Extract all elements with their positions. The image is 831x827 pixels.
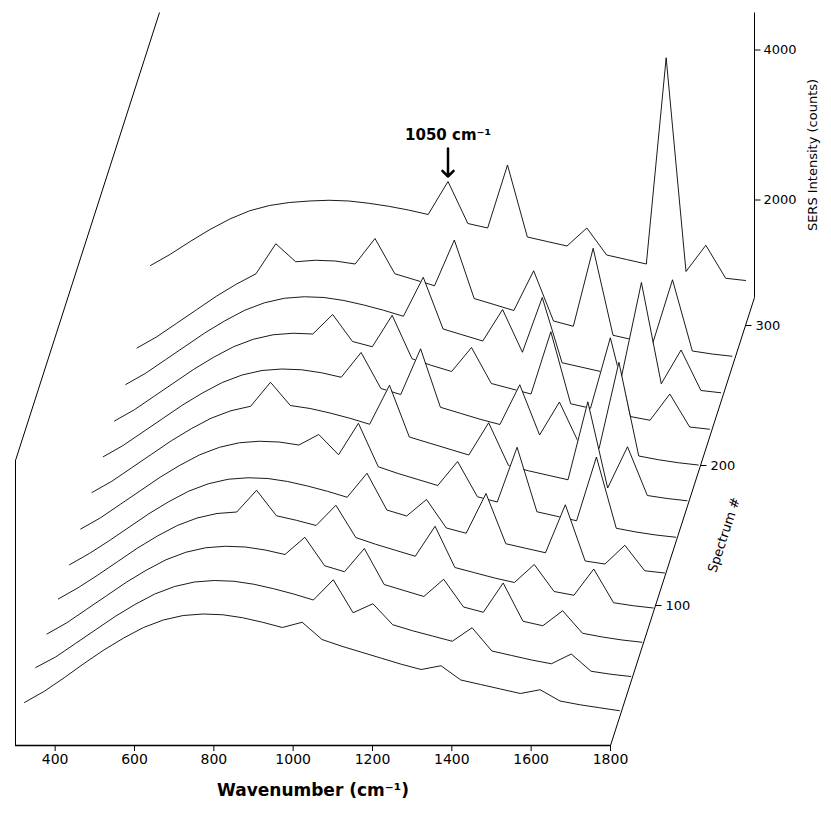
svg-text:Wavenumber (cm⁻¹): Wavenumber (cm⁻¹) [217, 780, 409, 800]
svg-text:4000: 4000 [764, 42, 797, 57]
svg-text:100: 100 [666, 598, 691, 613]
svg-text:1050 cm⁻¹: 1050 cm⁻¹ [405, 126, 491, 144]
svg-text:300: 300 [756, 318, 781, 333]
svg-text:1600: 1600 [513, 751, 549, 767]
svg-text:2000: 2000 [764, 192, 797, 207]
svg-text:Spectrum #: Spectrum # [705, 495, 743, 574]
svg-text:200: 200 [711, 458, 736, 473]
svg-text:400: 400 [42, 751, 69, 767]
svg-text:600: 600 [121, 751, 148, 767]
svg-text:1400: 1400 [434, 751, 470, 767]
svg-text:SERS Intensity (counts): SERS Intensity (counts) [805, 79, 820, 231]
svg-text:800: 800 [200, 751, 227, 767]
svg-text:1200: 1200 [355, 751, 391, 767]
svg-text:1800: 1800 [593, 751, 629, 767]
svg-text:1000: 1000 [275, 751, 311, 767]
